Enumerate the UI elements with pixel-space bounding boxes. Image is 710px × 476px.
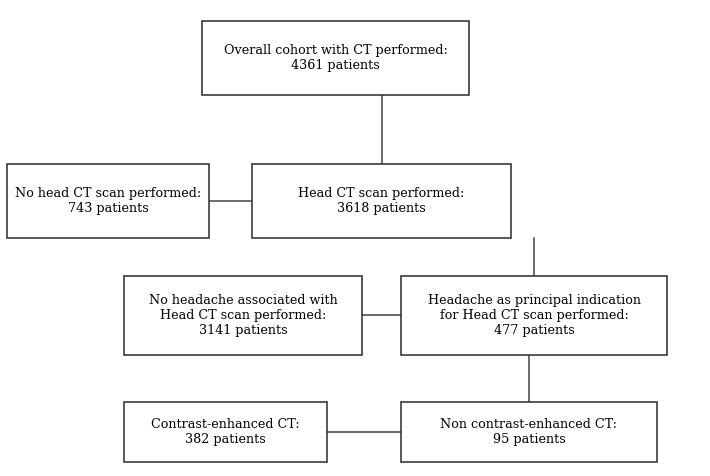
FancyBboxPatch shape	[401, 402, 657, 462]
FancyBboxPatch shape	[401, 276, 667, 355]
FancyBboxPatch shape	[124, 276, 362, 355]
FancyBboxPatch shape	[202, 21, 469, 95]
Text: Head CT scan performed:
3618 patients: Head CT scan performed: 3618 patients	[298, 187, 465, 215]
FancyBboxPatch shape	[7, 164, 209, 238]
Text: No headache associated with
Head CT scan performed:
3141 patients: No headache associated with Head CT scan…	[149, 294, 337, 337]
Text: Non contrast-enhanced CT:
95 patients: Non contrast-enhanced CT: 95 patients	[440, 418, 618, 446]
Text: No head CT scan performed:
743 patients: No head CT scan performed: 743 patients	[15, 187, 202, 215]
FancyBboxPatch shape	[252, 164, 511, 238]
Text: Overall cohort with CT performed:
4361 patients: Overall cohort with CT performed: 4361 p…	[224, 44, 447, 72]
FancyBboxPatch shape	[124, 402, 327, 462]
Text: Contrast-enhanced CT:
382 patients: Contrast-enhanced CT: 382 patients	[151, 418, 300, 446]
Text: Headache as principal indication
for Head CT scan performed:
477 patients: Headache as principal indication for Hea…	[427, 294, 640, 337]
